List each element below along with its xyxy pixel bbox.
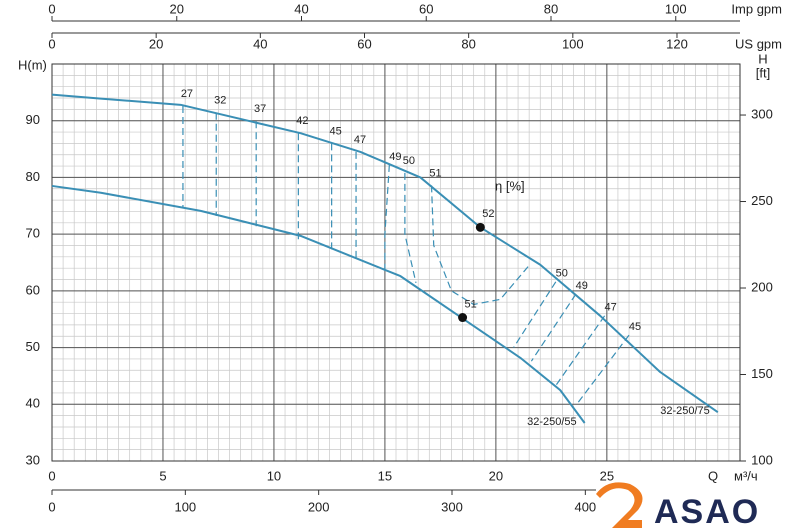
y2-tick-label: 300 [751, 106, 773, 121]
efficiency-value: 47 [604, 302, 616, 314]
content: 0 5 10 15 20 25304050607080901001502002503000… [26, 1, 782, 514]
extra-axis-tick-label: 0 [48, 499, 55, 514]
logo: ASAO [596, 482, 792, 531]
efficiency-value: 32 [214, 95, 226, 107]
logo-text: ASAO [654, 493, 760, 531]
extra-axis-tick-label: 60 [419, 1, 433, 16]
y2-tick-label: 200 [751, 279, 773, 294]
logo-mark [596, 482, 643, 528]
x-tick-label: 10 [267, 468, 281, 483]
extra-axis-tick-label: 400 [574, 499, 596, 514]
efficiency-line [530, 293, 577, 362]
x-axis-label: Q [708, 468, 718, 483]
y2-axis-label: H [758, 51, 767, 66]
x-tick-label: 20 [489, 468, 503, 483]
y2-tick-label: 150 [751, 366, 773, 381]
extra-axis-tick-label: 20 [149, 36, 163, 51]
y2-axis-unit: [ft] [756, 65, 770, 80]
pump-curve [51, 93, 719, 414]
extra-axis-tick-label: 20 [170, 1, 184, 16]
extra-axis-label: Imp gpm [731, 1, 782, 16]
efficiency-line [513, 281, 557, 348]
extra-axis-tick-label: 200 [308, 499, 330, 514]
y-tick-label: 30 [26, 452, 40, 467]
efficiency-value: 47 [354, 134, 366, 146]
y-axis-label: H(m) [18, 57, 47, 72]
extra-axis-tick-label: 40 [253, 36, 267, 51]
efficiency-point-label: 51 [464, 298, 476, 310]
y-tick-label: 70 [26, 226, 40, 241]
efficiency-value: 49 [576, 280, 588, 292]
extra-axis-tick-label: 100 [665, 1, 687, 16]
y-tick-label: 50 [26, 339, 40, 354]
efficiency-line [384, 164, 390, 275]
curve-label: 32-250/55 [527, 416, 577, 428]
y-tick-label: 60 [26, 282, 40, 297]
x-tick-label: 15 [378, 468, 392, 483]
efficiency-line [404, 172, 417, 284]
efficiency-point-label: 52 [482, 208, 494, 220]
y-tick-label: 40 [26, 396, 40, 411]
extra-axis-tick-label: 80 [544, 1, 558, 16]
efficiency-value: 37 [254, 103, 266, 115]
extra-axis-tick-label: 100 [174, 499, 196, 514]
extra-axis-tick-label: 120 [666, 36, 688, 51]
extra-axis-tick-label: 60 [357, 36, 371, 51]
x-tick-label: 0 [48, 468, 55, 483]
efficiency-point [458, 313, 468, 323]
efficiency-value: 50 [403, 155, 415, 167]
curve-label: 32-250/75 [660, 405, 710, 417]
y-tick-label: 80 [26, 169, 40, 184]
extra-axis-tick-label: 100 [562, 36, 584, 51]
efficiency-value: 51 [429, 167, 441, 179]
y2-tick-label: 250 [751, 193, 773, 208]
extra-axis-tick-label: 300 [441, 499, 463, 514]
efficiency-line [555, 315, 606, 386]
efficiency-value: 42 [296, 115, 308, 127]
efficiency-value: 27 [181, 88, 193, 100]
extra-axis-label: US gpm [735, 36, 782, 51]
efficiency-value: 50 [556, 268, 568, 280]
efficiency-value: 45 [330, 125, 342, 137]
extra-axis-tick-label: 0 [48, 1, 55, 16]
grid [51, 63, 741, 462]
x-axis-unit: м³/ч [734, 468, 758, 483]
extra-axis-tick-label: 0 [48, 36, 55, 51]
y-tick-label: 90 [26, 112, 40, 127]
x-tick-label: 5 [159, 468, 166, 483]
efficiency-value: 49 [389, 151, 401, 163]
extra-axis-tick-label: 40 [294, 1, 308, 16]
efficiency-point [475, 222, 485, 232]
efficiency-line [430, 185, 530, 306]
extra-axis-tick-label: 80 [461, 36, 475, 51]
pump-curve [51, 184, 586, 424]
plot-frame [51, 63, 741, 462]
x-tick-label: 25 [600, 468, 614, 483]
efficiency-value: 45 [629, 321, 641, 333]
y2-tick-label: 100 [751, 452, 773, 467]
efficiency-line [577, 334, 630, 403]
efficiency-label: η [%] [495, 178, 525, 193]
